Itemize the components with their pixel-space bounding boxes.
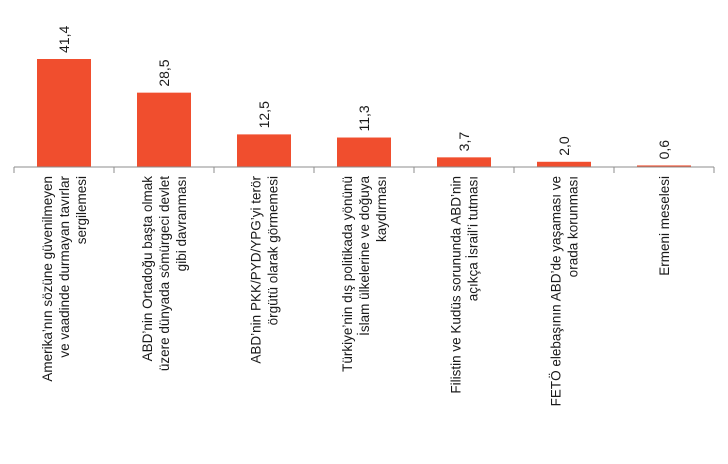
category-label-line: Filistin ve Kudüs sorununda ABD’nin [449, 176, 464, 394]
bar-6 [537, 161, 591, 167]
bar-4 [337, 137, 391, 167]
category-label-line: FETÖ elebaşının ABD’de yaşaması ve [549, 176, 564, 406]
category-label-2: ABD’nin Ortadoğu başta olmak üzere dünyad… [140, 176, 189, 371]
value-labels-group: 41,4 28,5 12,5 11,3 3,7 2,0 0,6 [56, 26, 672, 160]
category-label-6: FETÖ elebaşının ABD’de yaşaması ve orada … [549, 176, 581, 406]
category-label-line: ve vaadinde durmayan tavırlar [57, 176, 72, 358]
value-label-6: 2,0 [556, 136, 572, 156]
category-label-line: Amerika’nın sözüne güvenilmeyen [40, 176, 55, 382]
category-label-line: açıkça İsrail’i tutması [466, 176, 481, 301]
value-label-5: 3,7 [456, 132, 472, 152]
value-label-7: 0,6 [656, 140, 672, 160]
category-label-line: Türkiye’nin dış politikada yönünü [340, 176, 355, 372]
bar-5 [437, 157, 491, 167]
category-label-line: örgütü olarak görmemesi [266, 176, 281, 325]
category-label-3: ABD’nin PKK/PYD/YPG’yi terör örgütü olara… [249, 176, 281, 364]
bar-7 [637, 165, 691, 167]
x-axis [13, 166, 715, 173]
category-label-line: orada korunması [566, 176, 581, 277]
category-labels-group: Amerika’nın sözüne güvenilmeyen ve vaadin… [40, 176, 672, 407]
category-label-line: ABD’nin PKK/PYD/YPG’yi terör [249, 176, 264, 364]
category-label-7: Ermeni meselesi [657, 176, 672, 276]
bars-group [37, 59, 691, 167]
value-label-4: 11,3 [356, 105, 372, 131]
value-label-3: 12,5 [256, 101, 272, 128]
value-label-1: 41,4 [56, 26, 72, 53]
category-label-4: Türkiye’nin dış politikada yönünü İslam ü… [340, 176, 389, 372]
category-label-line: İslam ülkelerine ve doğuya [357, 176, 372, 336]
category-label-line: sergilemesi [74, 176, 89, 244]
category-label-1: Amerika’nın sözüne güvenilmeyen ve vaadin… [40, 176, 89, 382]
category-label-line: ABD’nin Ortadoğu başta olmak [140, 176, 155, 362]
bar-2 [137, 92, 191, 167]
category-label-5: Filistin ve Kudüs sorununda ABD’nin açıkç… [449, 176, 481, 394]
category-label-line: kaydırması [374, 176, 389, 242]
bar-1 [37, 59, 91, 167]
bar-3 [237, 134, 291, 167]
category-label-line: üzere dünyada sömürgeci devlet [157, 176, 172, 371]
category-label-line: gibi davranması [174, 176, 189, 271]
category-label-line: Ermeni meselesi [657, 176, 672, 276]
value-label-2: 28,5 [156, 59, 172, 86]
